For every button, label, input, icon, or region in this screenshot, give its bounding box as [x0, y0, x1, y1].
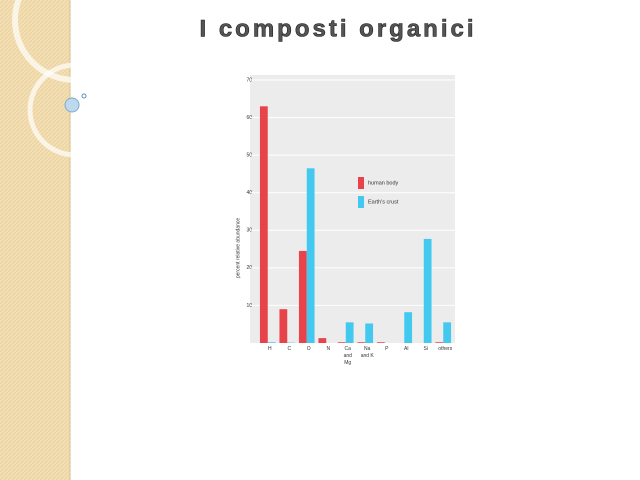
slide-title: I composti organici: [199, 15, 476, 42]
deco-dot: [81, 93, 87, 99]
side-band: [0, 0, 70, 480]
y-tick-label: 70: [246, 77, 252, 83]
bar: [376, 342, 385, 343]
bar: [423, 238, 432, 343]
y-tick-label: 20: [246, 265, 252, 271]
deco-circle: [27, 62, 123, 158]
deco-circle: [12, 0, 138, 83]
x-tick-label: O: [306, 346, 311, 352]
bar: [357, 342, 366, 343]
legend-label: Earth's crust: [368, 199, 399, 205]
x-tick-label: Al: [404, 346, 409, 352]
y-tick-label: 50: [246, 152, 252, 158]
bar: [365, 323, 374, 343]
bar: [345, 322, 354, 343]
x-tick-label: others: [438, 346, 453, 352]
bar: [443, 322, 452, 343]
x-tick-label: C: [287, 346, 292, 352]
bar: [337, 342, 346, 343]
bar: [435, 342, 444, 343]
x-tick-label: P: [385, 346, 389, 352]
y-tick-label: 60: [246, 115, 252, 121]
x-tick-label: Na and K: [360, 346, 374, 359]
bar: [404, 312, 413, 343]
y-tick-label: 10: [246, 303, 252, 309]
y-tick-label: 30: [246, 228, 252, 234]
bar: [259, 106, 268, 343]
bar: [267, 342, 276, 343]
y-axis-label: percent relative abundance: [235, 218, 241, 279]
y-tick-label: 40: [246, 190, 252, 196]
bar: [306, 168, 315, 343]
deco-dot: [64, 97, 80, 113]
x-tick-label: N: [326, 346, 331, 352]
x-tick-label: Ca and Mg: [343, 346, 352, 366]
x-tick-label: Si: [423, 346, 428, 352]
legend-label: human body: [368, 180, 399, 186]
legend-swatch: [358, 177, 364, 189]
plot-background: [250, 75, 455, 343]
legend-swatch: [358, 196, 364, 208]
bar: [318, 338, 327, 343]
bar: [279, 309, 288, 343]
bar: [298, 250, 307, 343]
x-tick-label: H: [267, 346, 272, 352]
